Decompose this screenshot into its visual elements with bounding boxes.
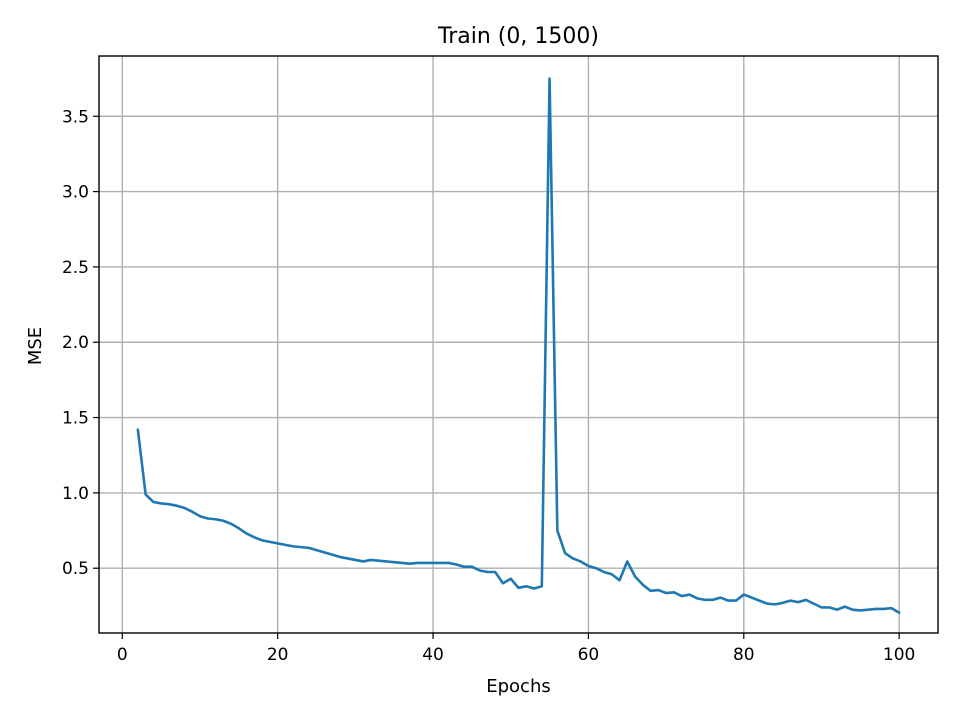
x-tick-label: 0 [117, 645, 128, 665]
x-axis-label: Epochs [486, 676, 551, 697]
y-tick-label: 3.0 [62, 183, 89, 203]
grid [99, 56, 938, 633]
y-tick-label: 1.0 [62, 484, 89, 504]
y-tick-label: 0.5 [62, 559, 89, 579]
mse-series-line [136, 77, 901, 614]
x-tick-label: 60 [578, 645, 600, 665]
chart-title: Train (0, 1500) [437, 24, 599, 49]
y-axis-label: MSE [25, 327, 46, 365]
y-tick-label: 2.0 [62, 333, 89, 353]
x-tick-label: 100 [883, 645, 915, 665]
series-layer [136, 77, 901, 614]
x-tick-label: 40 [422, 645, 444, 665]
y-tick-label: 3.5 [62, 107, 89, 127]
x-tick-label: 20 [267, 645, 289, 665]
x-axis-ticks: 0 20 40 60 80 100 [117, 633, 915, 665]
x-tick-label: 80 [733, 645, 755, 665]
y-tick-label: 1.5 [62, 409, 89, 429]
plot-frame [98, 55, 939, 634]
y-tick-label: 2.5 [62, 258, 89, 278]
y-axis-ticks: 0.5 1.0 1.5 2.0 2.5 3.0 3.5 [62, 107, 99, 579]
